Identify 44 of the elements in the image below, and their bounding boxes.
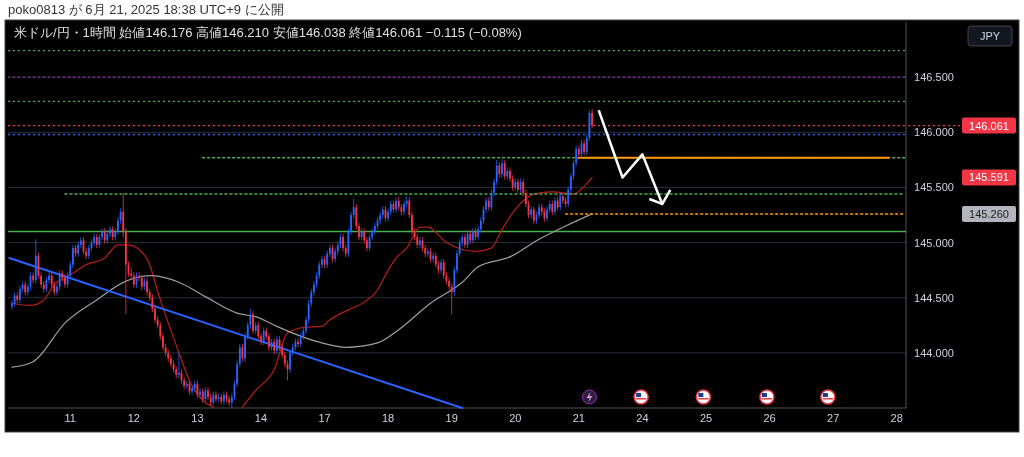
line-series — [11, 213, 593, 368]
x-tick-label: 14 — [254, 412, 268, 424]
candlestick — [577, 145, 580, 159]
x-tick-label: 20 — [509, 412, 522, 424]
candlestick — [554, 196, 556, 216]
chart-subtitle: 米ドル/円・1時間 始値146.176 高値146.210 安値146.038 終値146.061 −0.115 (−0.08%) — [14, 25, 522, 40]
candlestick — [464, 233, 466, 249]
x-tick-label: 18 — [382, 412, 395, 424]
candlestick — [426, 247, 429, 258]
y-tick-label: 145.000 — [914, 236, 954, 249]
x-tick-label: 25 — [699, 412, 713, 424]
candlestick — [450, 282, 453, 315]
candlestick — [562, 192, 564, 205]
x-tick-label: 19 — [445, 412, 458, 424]
y-tick-label: 144.500 — [914, 291, 954, 304]
candlestick — [418, 236, 421, 249]
candlestick — [297, 338, 299, 348]
x-tick-label: 27 — [827, 412, 840, 424]
chart-title: poko0813 が 6月 21, 2025 18:38 UTC+9 に公開 — [8, 2, 284, 17]
line-series — [241, 176, 593, 408]
y-tick-label: 145.500 — [914, 181, 954, 194]
candlestick — [185, 380, 188, 390]
x-tick-label: 11 — [64, 412, 76, 424]
y-tick-label: 144.000 — [914, 346, 954, 359]
candlestick — [252, 310, 254, 335]
x-tick-label: 28 — [890, 412, 903, 424]
candlestick — [199, 387, 201, 399]
candlestick — [64, 274, 66, 289]
text: 145.260 — [969, 207, 1009, 220]
x-tick-label: 21 — [572, 412, 585, 424]
text: 145.591 — [969, 171, 1009, 184]
y-tick-label: 146.500 — [914, 71, 954, 84]
candlestick — [403, 200, 405, 216]
candlestick — [191, 384, 194, 396]
ref-line-label: 146.061 — [969, 119, 1009, 132]
x-tick-label: 26 — [763, 412, 776, 424]
x-tick-label: 17 — [318, 412, 331, 424]
x-tick-label: 13 — [191, 412, 204, 424]
y-tick-label: 146.000 — [914, 126, 954, 139]
candlestick — [442, 258, 445, 280]
x-tick-label: 12 — [127, 412, 140, 424]
x-tick-label: 24 — [636, 412, 649, 424]
line-series — [11, 244, 214, 408]
y-axis-title: JPY — [979, 30, 1001, 42]
